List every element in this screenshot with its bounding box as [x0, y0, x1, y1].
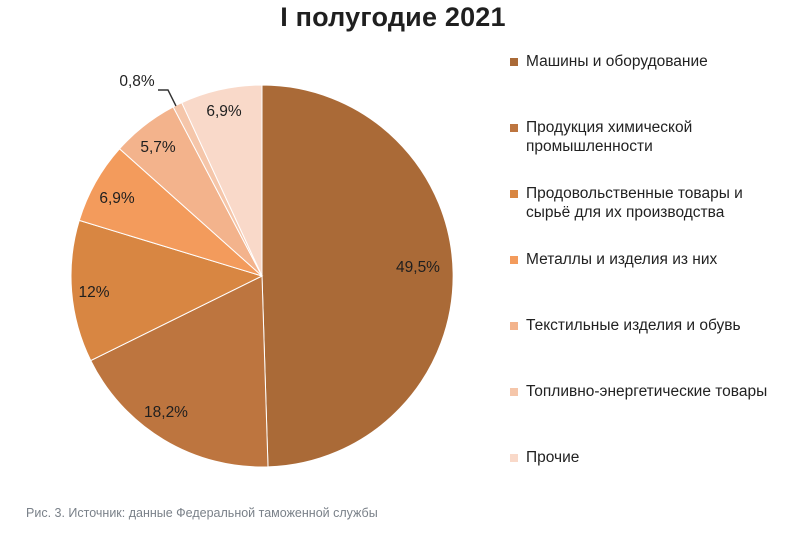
slice-value-label: 6,9% [206, 103, 242, 120]
pie-slice [90, 275, 269, 468]
slice-value-label: 12% [78, 284, 109, 301]
legend-swatch [510, 322, 518, 330]
figure-caption: Рис. 3. Источник: данные Федеральной там… [26, 506, 378, 520]
legend-label: Прочие [526, 449, 580, 466]
pie-slice [261, 84, 454, 468]
legend-label: Металлы и изделия из них [526, 251, 718, 268]
pie-slice [181, 84, 263, 277]
legend-swatch [510, 454, 518, 462]
pie-slice [70, 219, 264, 362]
legend-swatch [510, 190, 518, 198]
legend-swatch [510, 256, 518, 264]
legend-label: Машины и оборудование [526, 53, 708, 70]
legend-swatch [510, 124, 518, 132]
chart-title: I полугодие 2021 [280, 2, 506, 32]
leader-line [158, 89, 177, 107]
slice-value-label: 49,5% [396, 259, 440, 276]
slice-value-label: 5,7% [140, 139, 176, 156]
legend-label: Топливно-энергетические товары [526, 383, 768, 400]
legend-label: Текстильные изделия и обувь [526, 317, 741, 334]
legend-swatch [510, 388, 518, 396]
slice-value-label: 18,2% [144, 404, 188, 421]
slice-value-label: 0,8% [119, 73, 155, 90]
slice-value-label: 6,9% [99, 190, 135, 207]
legend-swatch [510, 58, 518, 66]
legend-label: Продукция химической промышленности [526, 119, 693, 155]
legend-label: Продовольственные товары и сырьё для их … [526, 185, 743, 221]
